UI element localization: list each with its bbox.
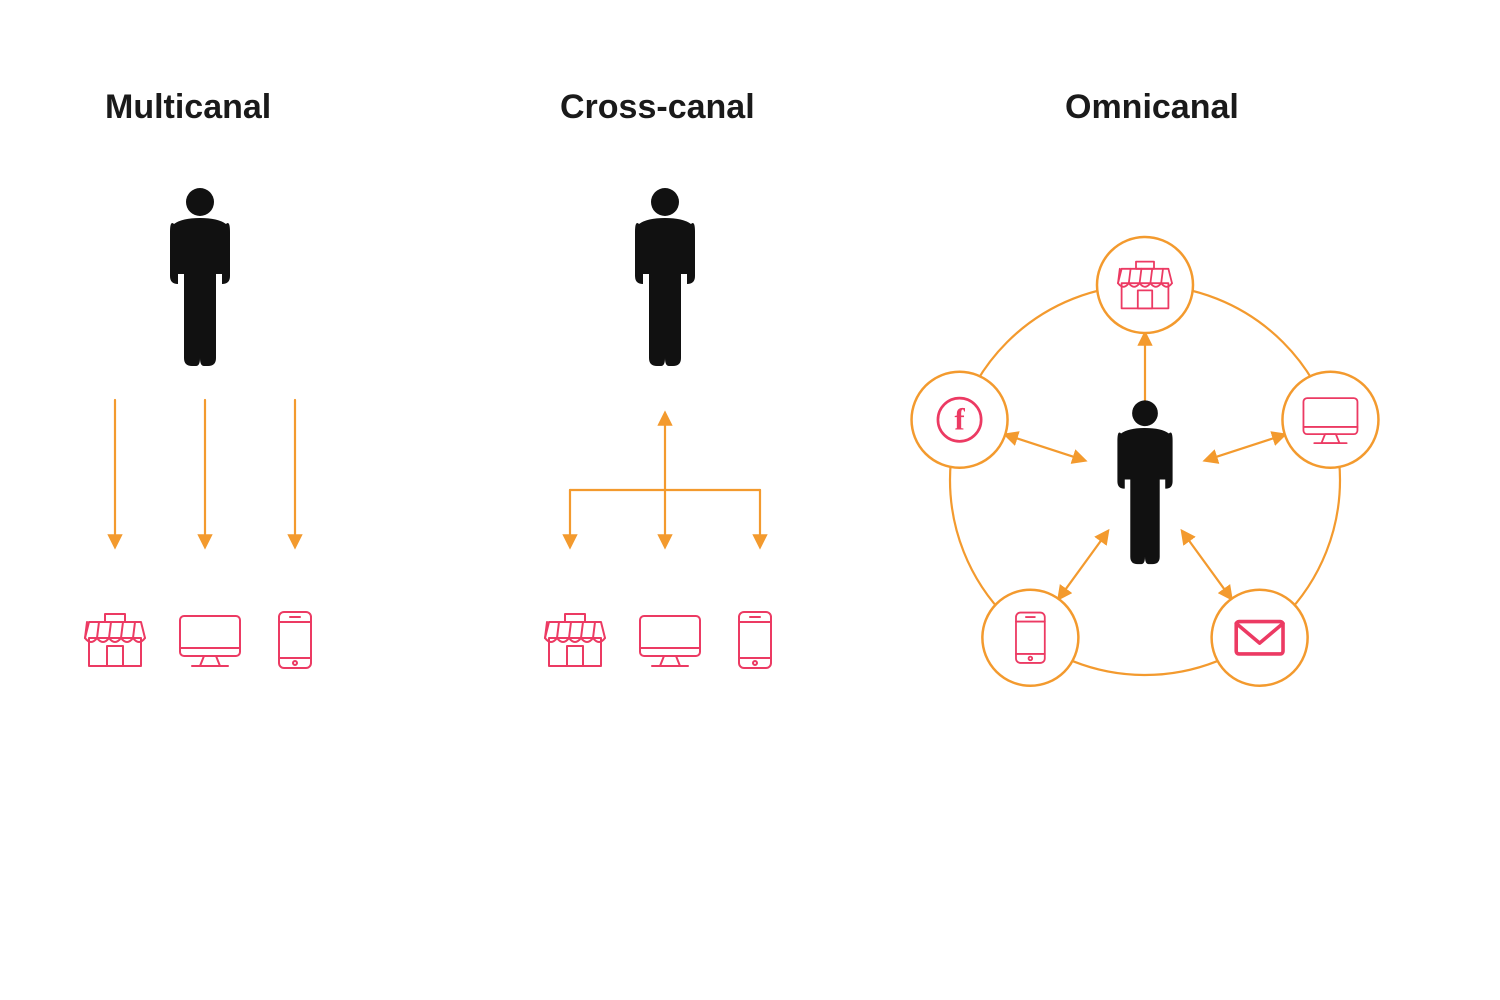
omnicanal-spoke-1 bbox=[1207, 435, 1283, 460]
omnicanal-node-circle-desktop bbox=[1282, 372, 1378, 468]
multicanal-store-icon bbox=[85, 614, 145, 666]
svg-text:f: f bbox=[954, 403, 965, 437]
crosscanal-phone-icon bbox=[739, 612, 771, 668]
crosscanal-desktop-icon bbox=[640, 616, 700, 666]
omnicanal-node-circle-store bbox=[1097, 237, 1193, 333]
diagram-stage: Multicanal Cross-canal Omnicanal f bbox=[0, 0, 1500, 1000]
multicanal-phone-icon bbox=[279, 612, 311, 668]
omnicanal-spoke-3 bbox=[1060, 533, 1107, 598]
crosscanal-person-icon bbox=[635, 188, 695, 366]
multicanal-person-icon bbox=[170, 188, 230, 366]
multicanal-desktop-icon bbox=[180, 616, 240, 666]
omnicanal-spoke-4 bbox=[1007, 435, 1083, 460]
diagram-svg: f bbox=[0, 0, 1500, 1000]
crosscanal-store-icon bbox=[545, 614, 605, 666]
omnicanal-person-icon bbox=[1117, 400, 1172, 564]
omnicanal-node-circle-phone bbox=[982, 590, 1078, 686]
omnicanal-spoke-2 bbox=[1183, 533, 1230, 598]
omnicanal-node-circle-email bbox=[1212, 590, 1308, 686]
